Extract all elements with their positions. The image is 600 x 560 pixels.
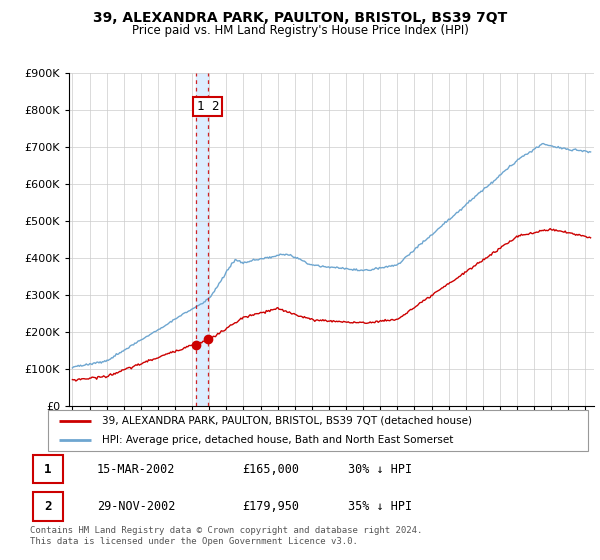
Text: £165,000: £165,000: [242, 463, 299, 475]
Text: 2: 2: [44, 500, 52, 513]
Text: 1: 1: [44, 463, 52, 475]
FancyBboxPatch shape: [33, 455, 64, 483]
FancyBboxPatch shape: [33, 492, 64, 521]
Text: £179,950: £179,950: [242, 500, 299, 513]
Text: Contains HM Land Registry data © Crown copyright and database right 2024.
This d: Contains HM Land Registry data © Crown c…: [30, 526, 422, 546]
Text: 1 2: 1 2: [197, 100, 219, 113]
Text: 39, ALEXANDRA PARK, PAULTON, BRISTOL, BS39 7QT (detached house): 39, ALEXANDRA PARK, PAULTON, BRISTOL, BS…: [102, 416, 472, 426]
Text: 15-MAR-2002: 15-MAR-2002: [97, 463, 175, 475]
Text: HPI: Average price, detached house, Bath and North East Somerset: HPI: Average price, detached house, Bath…: [102, 435, 454, 445]
Text: 30% ↓ HPI: 30% ↓ HPI: [348, 463, 412, 475]
Text: Price paid vs. HM Land Registry's House Price Index (HPI): Price paid vs. HM Land Registry's House …: [131, 24, 469, 36]
Text: 29-NOV-2002: 29-NOV-2002: [97, 500, 175, 513]
Bar: [196, 73, 208, 406]
Text: 39, ALEXANDRA PARK, PAULTON, BRISTOL, BS39 7QT: 39, ALEXANDRA PARK, PAULTON, BRISTOL, BS…: [93, 11, 507, 25]
Text: 35% ↓ HPI: 35% ↓ HPI: [348, 500, 412, 513]
